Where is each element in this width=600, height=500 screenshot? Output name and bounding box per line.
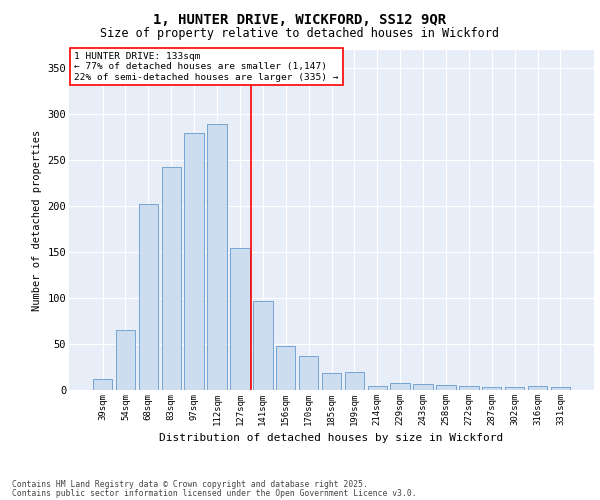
X-axis label: Distribution of detached houses by size in Wickford: Distribution of detached houses by size … xyxy=(160,434,503,444)
Bar xyxy=(276,346,295,390)
Bar xyxy=(322,374,341,390)
Bar xyxy=(413,384,433,390)
Bar xyxy=(368,386,387,390)
Bar xyxy=(93,379,112,390)
Bar xyxy=(528,386,547,390)
Bar xyxy=(551,387,570,390)
Text: 1, HUNTER DRIVE, WICKFORD, SS12 9QR: 1, HUNTER DRIVE, WICKFORD, SS12 9QR xyxy=(154,12,446,26)
Bar xyxy=(344,372,364,390)
Bar xyxy=(139,204,158,390)
Bar xyxy=(253,301,272,390)
Text: Size of property relative to detached houses in Wickford: Size of property relative to detached ho… xyxy=(101,28,499,40)
Bar xyxy=(436,386,455,390)
Text: 1 HUNTER DRIVE: 133sqm
← 77% of detached houses are smaller (1,147)
22% of semi-: 1 HUNTER DRIVE: 133sqm ← 77% of detached… xyxy=(74,52,339,82)
Bar xyxy=(505,387,524,390)
Bar xyxy=(391,382,410,390)
Bar xyxy=(299,356,319,390)
Bar xyxy=(161,166,181,390)
Bar xyxy=(116,330,135,390)
Text: Contains HM Land Registry data © Crown copyright and database right 2025.: Contains HM Land Registry data © Crown c… xyxy=(12,480,368,489)
Text: Contains public sector information licensed under the Open Government Licence v3: Contains public sector information licen… xyxy=(12,490,416,498)
Bar xyxy=(230,248,250,390)
Y-axis label: Number of detached properties: Number of detached properties xyxy=(32,130,42,310)
Bar xyxy=(459,386,479,390)
Bar xyxy=(208,124,227,390)
Bar xyxy=(184,132,204,390)
Bar xyxy=(482,387,502,390)
